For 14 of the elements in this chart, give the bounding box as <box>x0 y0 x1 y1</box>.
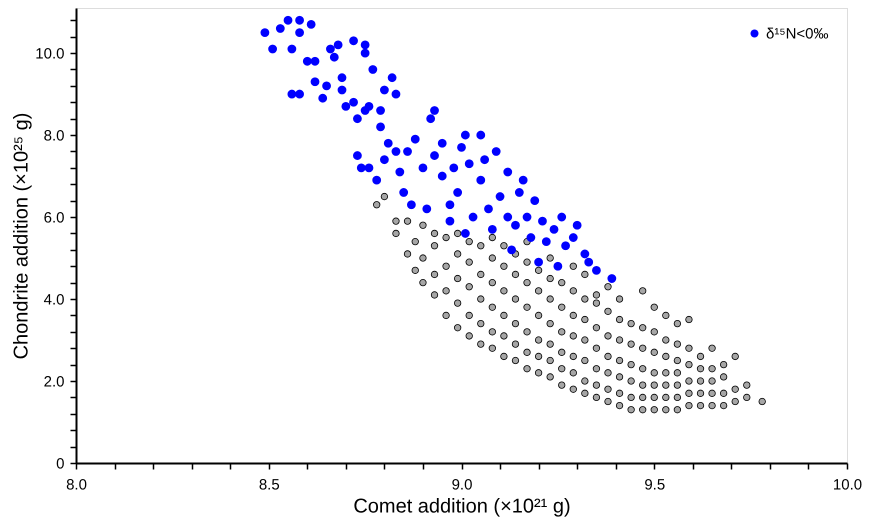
y-axis-title: Chondrite addition (×10²⁵ g) <box>10 112 32 360</box>
x-tick-label: 8.5 <box>258 476 280 494</box>
x-axis-title: Comet addition (×10²¹ g) <box>353 496 571 518</box>
x-tick-label: 9.5 <box>644 476 666 494</box>
y-tick-label: 4.0 <box>44 292 64 309</box>
y-tick-label: 10.0 <box>35 46 64 63</box>
y-tick-label: 8.0 <box>44 128 64 145</box>
x-tick-label: 9.0 <box>452 476 472 494</box>
x-tick-label: 10.0 <box>832 476 862 494</box>
y-tick-label: 0 <box>56 456 64 472</box>
y-tick-label: 2.0 <box>44 374 64 391</box>
legend-label: δ¹⁵N<0‰ <box>766 26 828 42</box>
x-tick-label: 8.0 <box>66 476 87 494</box>
y-tick-label: 6.0 <box>44 210 64 227</box>
